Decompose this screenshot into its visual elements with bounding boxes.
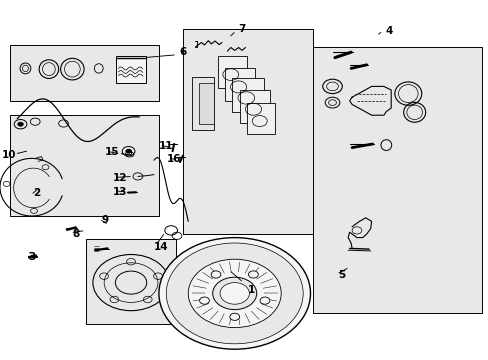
Bar — [199, 83, 213, 124]
Bar — [10, 115, 159, 216]
Text: 13: 13 — [112, 186, 127, 197]
Text: 11: 11 — [159, 141, 173, 151]
Circle shape — [18, 122, 23, 126]
Text: 5: 5 — [338, 270, 345, 280]
Circle shape — [220, 283, 249, 304]
Bar — [116, 56, 145, 83]
Bar — [246, 103, 275, 134]
Bar — [239, 90, 270, 123]
Text: 7: 7 — [238, 24, 245, 34]
Circle shape — [229, 313, 239, 320]
Text: 16: 16 — [166, 154, 181, 164]
Circle shape — [125, 149, 131, 153]
Text: 10: 10 — [1, 150, 16, 160]
Circle shape — [260, 297, 269, 304]
Text: 12: 12 — [112, 173, 127, 183]
Circle shape — [212, 277, 256, 310]
Bar — [85, 239, 176, 324]
Text: 4: 4 — [384, 26, 392, 36]
Circle shape — [211, 271, 221, 278]
Circle shape — [166, 243, 303, 344]
Bar — [10, 45, 159, 101]
Bar — [312, 47, 481, 313]
Bar — [183, 29, 312, 234]
Text: 6: 6 — [180, 47, 186, 57]
Bar — [232, 78, 263, 112]
Text: 8: 8 — [72, 229, 79, 239]
Bar — [224, 68, 255, 101]
Text: 2: 2 — [33, 188, 40, 198]
Text: 14: 14 — [154, 242, 168, 252]
Circle shape — [188, 259, 281, 328]
Circle shape — [159, 238, 310, 349]
Text: 1: 1 — [248, 285, 255, 295]
Circle shape — [248, 271, 258, 278]
Bar — [217, 56, 246, 88]
Text: 3: 3 — [28, 252, 35, 262]
Text: 9: 9 — [102, 215, 108, 225]
Bar — [192, 77, 214, 130]
Circle shape — [199, 297, 209, 304]
Text: 15: 15 — [105, 147, 120, 157]
